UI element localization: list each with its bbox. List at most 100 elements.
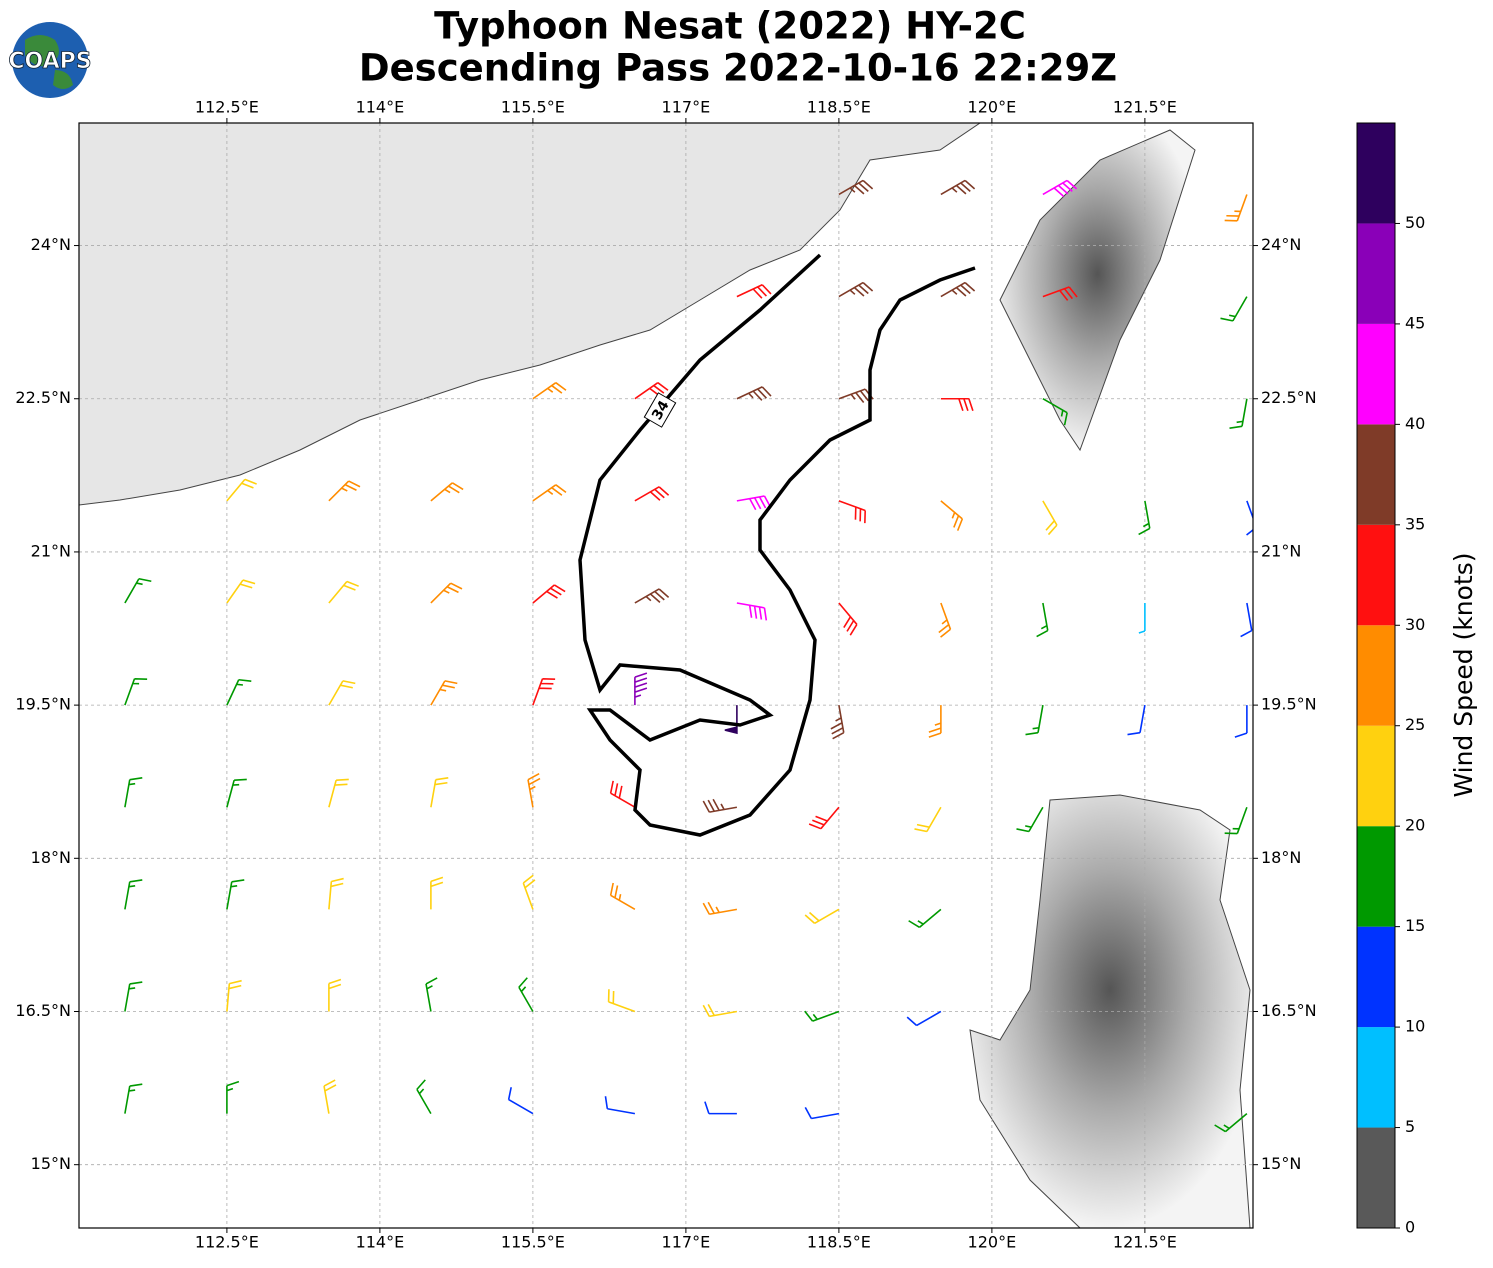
wind-barb [609,780,636,808]
wind-barb [704,1101,737,1115]
y-tick-label-right: 16.5°N [1261,1001,1317,1020]
colorbar-segment [1357,926,1395,1028]
y-tick-label-right: 19.5°N [1261,695,1317,714]
wind-barb [804,1010,840,1022]
wind-barb [328,580,359,604]
wind-barb [634,588,670,604]
wind-barb [736,386,772,401]
colorbar-segment [1357,223,1395,324]
y-tick-label: 24°N [31,235,71,254]
wind-barb [1042,286,1078,301]
x-tick-label-top: 121.5°E [1113,98,1177,117]
wind-barb [518,977,534,1012]
colorbar-tick-label: 5 [1405,1117,1415,1136]
wind-barb [702,901,738,916]
wind-barb [607,989,636,1013]
wind-barb [430,482,464,502]
y-tick-label: 19.5°N [15,695,71,714]
logo: COAPS [8,22,92,98]
wind-barb [425,977,438,1012]
contour-34kt [578,253,976,837]
wind-barb [724,705,738,735]
colorbar-segment [1357,123,1395,224]
wind-barb [522,874,536,910]
wind-barb [838,602,858,636]
land-taiwan [999,129,1196,452]
x-tick-label: 121.5°E [1113,1233,1177,1252]
y-tick-label-right: 22.5°N [1261,388,1317,407]
colorbar-tick-label: 30 [1405,615,1425,634]
wind-barb [838,281,874,298]
colorbar-label: Wind Speed (knots) [1449,552,1478,797]
colorbar-tick-label: 50 [1405,213,1425,232]
wind-barb [928,705,942,738]
wind-barb [416,1079,432,1115]
contour-label-box [643,392,677,428]
colorbar-segment [1357,1027,1395,1128]
wind-barb [736,602,768,621]
wind-barb [532,584,566,604]
colorbar-tick-label: 45 [1405,313,1425,332]
wind-barb [838,179,874,196]
wind-barb [532,678,556,706]
x-tick-label: 112.5°E [195,1233,259,1252]
wind-barb [226,979,242,1012]
x-tick-label-top: 114°E [356,98,405,117]
y-tick-label-right: 21°N [1261,541,1301,560]
x-tick-label: 114°E [356,1233,405,1252]
wind-barb [634,486,670,502]
wind-barb [940,179,976,196]
y-tick-label: 15°N [31,1154,71,1173]
title: Typhoon Nesat (2022) HY-2C [434,5,1026,48]
subtitle: Descending Pass 2022-10-16 22:29Z [359,47,1117,90]
colorbar-segment [1357,826,1395,927]
colorbar-tick-label: 25 [1405,715,1425,734]
x-tick-label-top: 120°E [968,98,1017,117]
wind-barb [940,397,974,411]
colorbar-tick-label: 35 [1405,514,1425,533]
y-tick-label-right: 24°N [1261,235,1301,254]
wind-barb [1234,705,1248,738]
colorbar-segment [1357,1127,1395,1228]
wind-barb [1138,500,1151,536]
wind-barb [1025,704,1044,736]
wind-barb [226,478,257,502]
colorbar-segment [1357,725,1395,827]
y-tick-label: 22.5°N [15,388,71,407]
colorbar-tick-label: 10 [1405,1017,1425,1036]
wind-barb [507,1087,534,1115]
wind-barb [124,1083,143,1114]
wind-barb [430,680,458,706]
map-frame [78,122,1254,1229]
wind-barb [532,382,567,400]
logo-text: COAPS [8,49,91,74]
wind-barb [804,908,840,925]
wind-barb [702,1003,738,1018]
wind-barb [226,778,247,808]
wind-barb [634,382,669,400]
x-tick-label: 117°E [662,1233,711,1252]
wind-barb [940,500,964,531]
y-tick-label: 16.5°N [15,1001,71,1020]
wind-barb [609,882,636,911]
wind-barb [736,495,772,511]
colorbar-segment [1357,625,1395,726]
x-tick-label-top: 118.5°E [807,98,871,117]
wind-barb [430,876,444,910]
wind-barb [604,1096,636,1115]
map-area: 34 [79,123,1253,1228]
wind-barb [430,582,463,604]
colorbar: 0 5 10 15 20 25 30 35 40 45 50 [1356,122,1425,1237]
wind-barbs [124,179,1253,1133]
wind-barb [328,680,356,706]
colorbar-segment [1357,524,1395,626]
wind-barb [124,577,152,604]
wind-barb [1246,500,1253,536]
wind-barb [323,1079,337,1114]
logo-land [25,35,73,89]
wind-barb [226,678,252,706]
wind-barb [1127,704,1146,736]
wind-barb [532,484,567,502]
wind-barb [736,284,772,299]
